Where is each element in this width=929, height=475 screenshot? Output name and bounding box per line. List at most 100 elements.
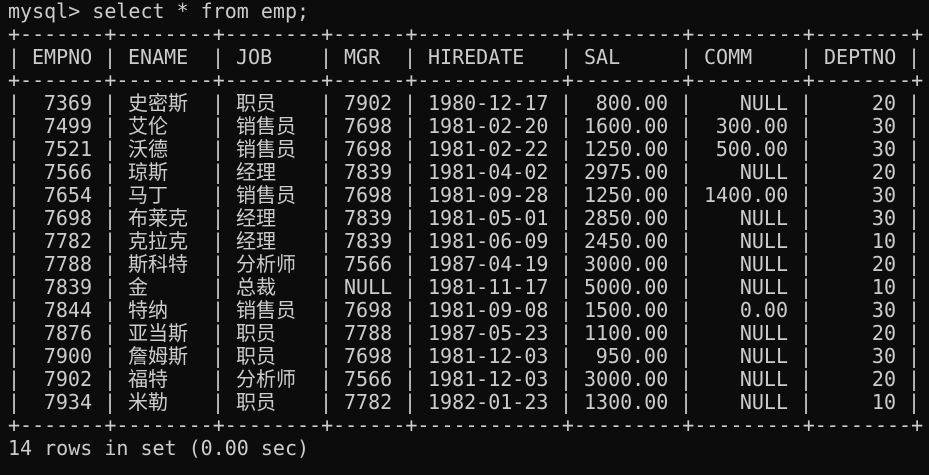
column-separator: | (104, 183, 117, 207)
column-separator: | (320, 367, 333, 391)
cell-empno: 7934 (43, 391, 92, 414)
column-separator: | (680, 160, 693, 184)
column-separator: | (212, 298, 225, 322)
column-separator: | (908, 91, 921, 115)
cell-sal: 1500.00 (584, 299, 668, 322)
column-separator: | (800, 137, 813, 161)
cell-ename: 斯科特 (128, 253, 188, 276)
cell-comm: NULL (739, 230, 788, 253)
column-separator: | (8, 321, 21, 345)
column-separator: | (680, 321, 693, 345)
column-separator: | (680, 367, 693, 391)
cell-job: 销售员 (236, 299, 296, 322)
cell-hiredate: 1981-02-20 (428, 115, 548, 138)
cell-deptno: 10 (871, 276, 896, 299)
cell-ename: 克拉克 (128, 230, 188, 253)
column-separator: | (560, 344, 573, 368)
cell-mgr: 7839 (344, 230, 392, 253)
column-separator: | (404, 91, 417, 115)
column-separator: | (212, 183, 225, 207)
column-header-mgr: MGR (344, 46, 381, 69)
cell-ename: 特纳 (128, 299, 168, 322)
column-separator: | (8, 298, 21, 322)
column-separator: | (8, 114, 21, 138)
table-border-top: +-------+--------+--------+------+------… (8, 22, 924, 46)
cell-job: 职员 (236, 391, 276, 414)
column-separator: | (320, 137, 333, 161)
cell-sal: 3000.00 (584, 253, 668, 276)
cell-job: 经理 (236, 161, 276, 184)
cell-sal: 2450.00 (584, 230, 668, 253)
column-separator: | (212, 45, 225, 69)
cell-mgr: 7698 (344, 138, 392, 161)
cell-sal: 1300.00 (584, 391, 668, 414)
cell-empno: 7902 (43, 368, 92, 391)
column-separator: | (680, 91, 693, 115)
cell-hiredate: 1981-05-01 (428, 207, 548, 230)
column-separator: | (404, 367, 417, 391)
cell-ename: 艾伦 (128, 115, 168, 138)
column-separator: | (212, 367, 225, 391)
cell-ename: 亚当斯 (128, 322, 188, 345)
cell-deptno: 30 (871, 184, 896, 207)
column-separator: | (680, 390, 693, 414)
column-separator: | (404, 298, 417, 322)
column-separator: | (320, 206, 333, 230)
cell-mgr: 7788 (344, 322, 392, 345)
column-separator: | (680, 344, 693, 368)
column-separator: | (560, 114, 573, 138)
column-separator: | (800, 367, 813, 391)
cell-empno: 7566 (43, 161, 92, 184)
column-separator: | (560, 160, 573, 184)
cell-empno: 7369 (43, 92, 92, 115)
cell-deptno: 20 (871, 322, 896, 345)
column-separator: | (680, 137, 693, 161)
column-separator: | (404, 206, 417, 230)
cell-mgr: 7698 (344, 345, 392, 368)
cell-comm: NULL (739, 253, 788, 276)
column-separator: | (104, 45, 117, 69)
column-separator: | (800, 321, 813, 345)
column-separator: | (320, 229, 333, 253)
table-border-header: +-------+--------+--------+------+------… (8, 68, 924, 92)
cell-empno: 7788 (43, 253, 92, 276)
column-separator: | (8, 160, 21, 184)
cell-ename: 米勒 (128, 391, 168, 414)
column-separator: | (800, 252, 813, 276)
cell-deptno: 20 (871, 92, 896, 115)
cell-comm: NULL (739, 391, 788, 414)
column-separator: | (320, 275, 333, 299)
cell-mgr: NULL (344, 276, 392, 299)
column-separator: | (104, 229, 117, 253)
column-separator: | (800, 114, 813, 138)
cell-sal: 800.00 (595, 92, 668, 115)
cell-sal: 5000.00 (584, 276, 668, 299)
column-separator: | (560, 137, 573, 161)
cell-comm: NULL (739, 276, 788, 299)
column-separator: | (908, 298, 921, 322)
column-separator: | (404, 183, 417, 207)
column-separator: | (800, 91, 813, 115)
cell-comm: NULL (739, 92, 788, 115)
column-separator: | (908, 275, 921, 299)
cell-empno: 7782 (43, 230, 92, 253)
cell-comm: 300.00 (715, 115, 788, 138)
cell-job: 销售员 (236, 115, 296, 138)
cell-mgr: 7902 (344, 92, 392, 115)
column-separator: | (104, 367, 117, 391)
column-separator: | (320, 183, 333, 207)
column-separator: | (320, 91, 333, 115)
cell-hiredate: 1981-09-28 (428, 184, 548, 207)
cell-comm: 0.00 (739, 299, 788, 322)
cell-job: 职员 (236, 322, 276, 345)
cell-ename: 马丁 (128, 184, 168, 207)
column-separator: | (404, 137, 417, 161)
column-separator: | (800, 298, 813, 322)
column-separator: | (104, 137, 117, 161)
cell-deptno: 30 (871, 138, 896, 161)
cell-deptno: 10 (871, 230, 896, 253)
cell-comm: NULL (739, 368, 788, 391)
cell-ename: 沃德 (128, 138, 168, 161)
cell-empno: 7876 (43, 322, 92, 345)
